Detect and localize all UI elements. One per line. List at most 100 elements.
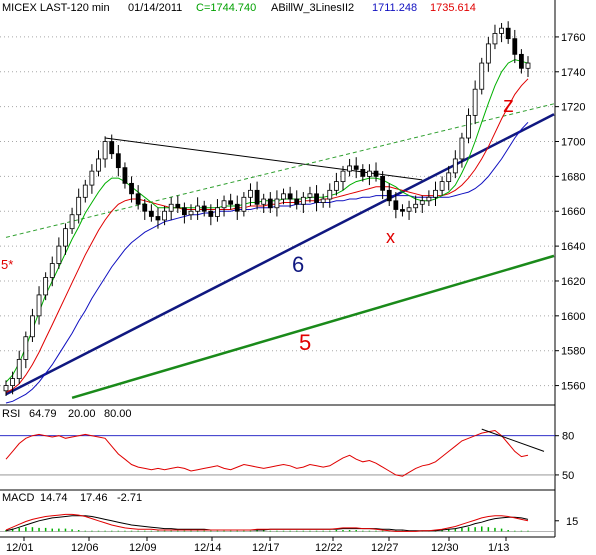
candle-body: [56, 245, 62, 264]
candle: [340, 165, 346, 191]
candle: [182, 202, 187, 224]
candle-body: [96, 158, 101, 172]
candle: [367, 164, 372, 186]
rsi-tick-label: 80: [562, 431, 574, 443]
annotation-label: 5: [299, 330, 311, 355]
macd-hist-value: -2.71: [117, 492, 142, 504]
candle-body: [228, 200, 234, 205]
candle: [30, 308, 35, 342]
candle-body: [254, 189, 260, 205]
candle: [76, 188, 82, 224]
annotation-label: x: [386, 227, 395, 247]
candle: [492, 24, 498, 50]
candle-body: [3, 385, 9, 392]
candle-body: [505, 27, 511, 40]
rsi-line: [5, 429, 529, 477]
candle-body: [16, 359, 22, 379]
candle: [23, 331, 29, 369]
price-tick-label: 1640: [561, 241, 585, 253]
candle: [446, 165, 452, 191]
candle-body: [472, 88, 478, 116]
candle-body: [452, 158, 458, 174]
candle-body: [400, 209, 405, 212]
candle: [261, 193, 267, 213]
candle: [386, 183, 392, 207]
rsi-trendline: [481, 428, 545, 452]
rsi-tick-label: 50: [562, 470, 574, 482]
candle: [472, 80, 478, 125]
candle-body: [261, 198, 267, 205]
candle-body: [287, 193, 293, 200]
candle-body: [82, 184, 88, 198]
candle: [215, 199, 220, 222]
candle-body: [109, 141, 115, 155]
candle-body: [518, 53, 524, 69]
candle: [459, 132, 465, 168]
rsi-high: 80.00: [104, 408, 132, 420]
candle: [314, 185, 319, 212]
price-tick-label: 1740: [561, 67, 585, 79]
candle-body: [300, 196, 306, 205]
candle: [353, 157, 359, 179]
header-indicator: ABillW_3LinesII2: [271, 2, 354, 14]
price-tick-label: 1660: [561, 206, 585, 218]
candle: [360, 164, 366, 182]
candle: [122, 162, 128, 189]
candle-body: [274, 198, 280, 209]
candle: [228, 193, 234, 210]
candle: [267, 192, 273, 213]
rsi-value: 64.79: [29, 408, 57, 420]
header-value-2: 1735.614: [430, 2, 476, 14]
candle-body: [89, 170, 95, 186]
macd-pane: 15: [0, 513, 578, 532]
candle: [135, 185, 141, 210]
candle-body: [135, 193, 141, 205]
candle: [201, 200, 207, 217]
candle: [129, 176, 134, 203]
price-tick-label: 1580: [561, 346, 585, 358]
candle: [380, 171, 386, 200]
candle-body: [327, 189, 333, 200]
macd-label: MACD: [2, 492, 34, 504]
candle: [16, 350, 22, 384]
candle-body: [446, 172, 452, 183]
x-tick-label: 12/22: [315, 542, 343, 554]
candle-body: [433, 189, 438, 198]
candle: [248, 183, 253, 207]
candle: [479, 57, 485, 95]
candle: [347, 158, 352, 177]
header-date: 01/14/2011: [128, 2, 182, 14]
trendline-line-6: [5, 113, 555, 396]
macd-value: 14.74: [40, 492, 68, 504]
candle: [96, 150, 101, 177]
x-tick-label: 1/13: [488, 542, 509, 554]
candle: [525, 56, 531, 78]
candle: [142, 199, 148, 220]
candle: [89, 164, 95, 194]
price-tick-label: 1600: [561, 311, 585, 323]
candle: [162, 206, 167, 226]
candle: [274, 190, 280, 217]
candle: [10, 371, 16, 395]
candle-body: [485, 43, 491, 64]
price-tick-label: 1760: [561, 32, 585, 44]
candle: [56, 237, 62, 269]
candle: [413, 195, 419, 213]
annotation-label: 6: [292, 252, 304, 277]
candle-body: [175, 203, 181, 209]
candle: [419, 195, 425, 213]
candle: [208, 204, 214, 226]
candle-body: [492, 33, 498, 45]
macd-signal-value: 17.46: [80, 492, 108, 504]
candle-body: [294, 198, 300, 205]
candle-body: [155, 216, 161, 221]
candle: [426, 190, 432, 207]
price-tick-label: 1560: [561, 381, 585, 393]
candle-body: [30, 315, 35, 338]
candle-body: [162, 210, 167, 221]
candle: [3, 380, 9, 397]
candle-body: [221, 200, 227, 209]
candle-body: [234, 203, 240, 212]
candle: [400, 204, 405, 217]
candle-body: [419, 200, 425, 205]
